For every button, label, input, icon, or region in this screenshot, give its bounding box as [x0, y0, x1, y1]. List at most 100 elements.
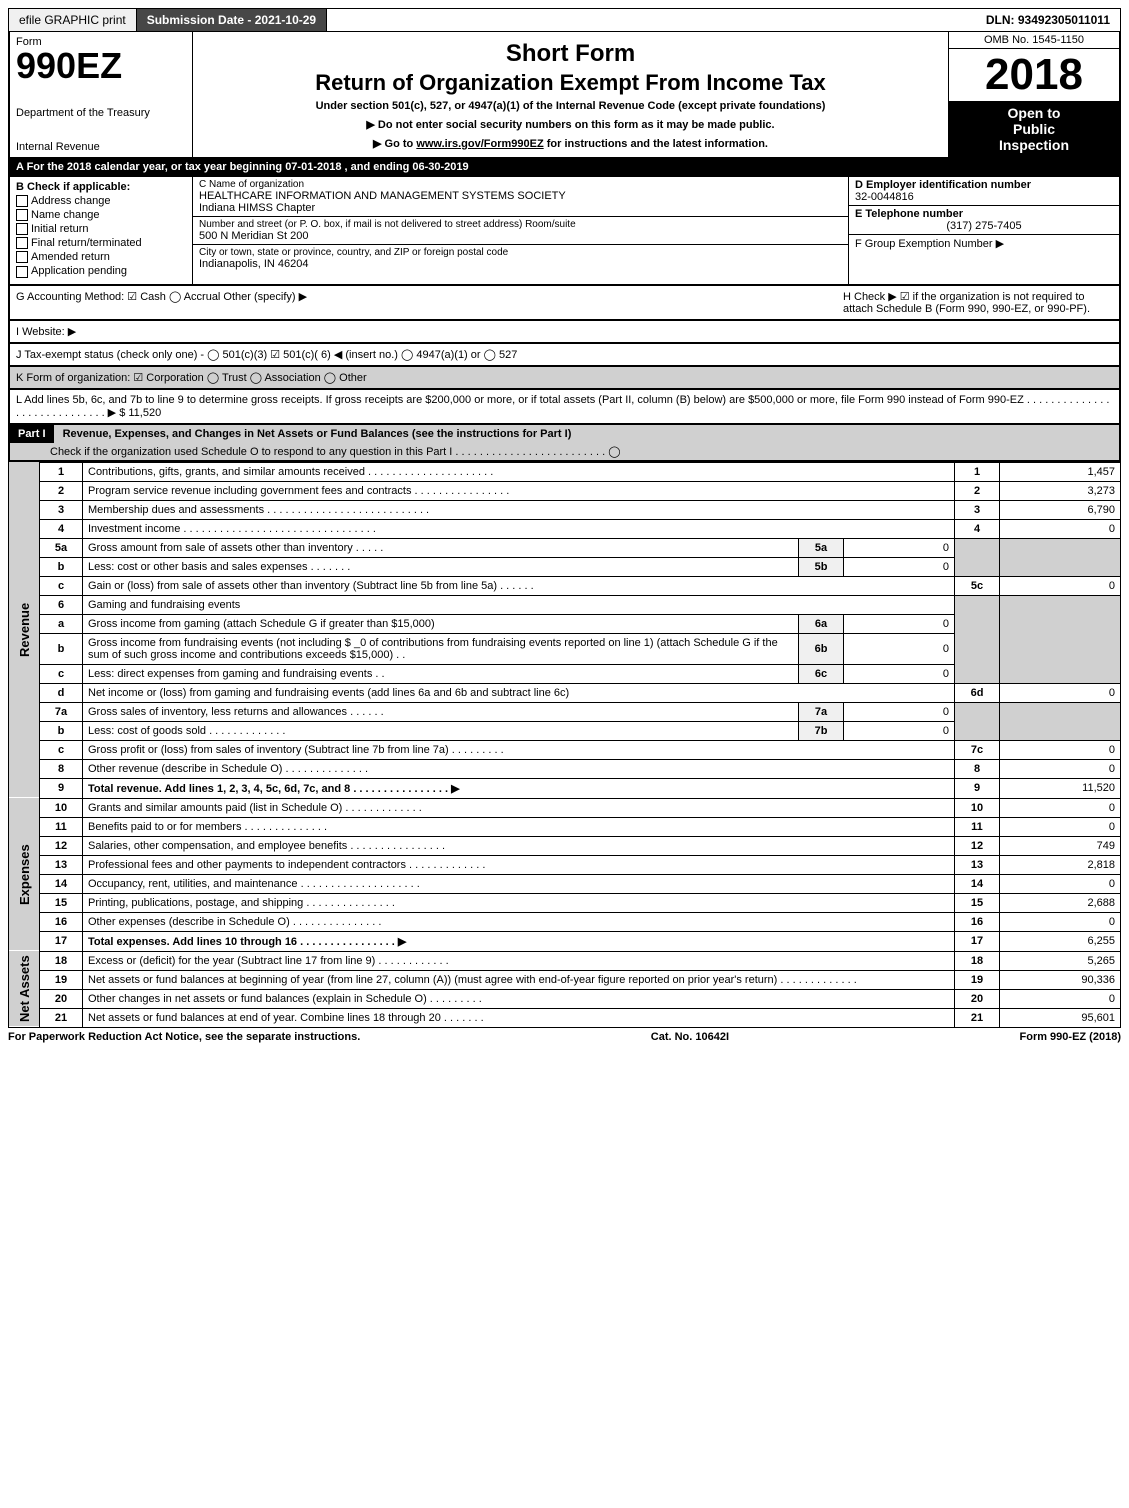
- form-title-2: Return of Organization Exempt From Incom…: [201, 70, 940, 96]
- footer-cat-no: Cat. No. 10642I: [651, 1031, 729, 1043]
- line-9-amount: 11,520: [1000, 778, 1121, 798]
- line-14-box: 14: [955, 874, 1000, 893]
- line-7b-num: b: [40, 721, 83, 740]
- form-number: 990EZ: [16, 48, 186, 84]
- line-12-amount: 749: [1000, 836, 1121, 855]
- part-1-header: Part I Revenue, Expenses, and Changes in…: [8, 425, 1121, 462]
- line-17-box: 17: [955, 931, 1000, 951]
- line-21-box: 21: [955, 1008, 1000, 1027]
- check-amended-return-label: Amended return: [31, 251, 110, 263]
- line-15-box: 15: [955, 893, 1000, 912]
- check-final-return[interactable]: Final return/terminated: [16, 237, 186, 249]
- info-block: B Check if applicable: Address change Na…: [8, 177, 1121, 286]
- line-16-desc: Other expenses (describe in Schedule O) …: [83, 912, 955, 931]
- line-6c-num: c: [40, 664, 83, 683]
- line-19-desc: Net assets or fund balances at beginning…: [83, 970, 955, 989]
- line-11-desc: Benefits paid to or for members . . . . …: [83, 817, 955, 836]
- line-7ab-shade-amt: [1000, 702, 1121, 740]
- irs-link[interactable]: www.irs.gov/Form990EZ: [416, 138, 543, 150]
- line-7a-sub: 7a: [799, 702, 844, 721]
- line-7c-desc: Gross profit or (loss) from sales of inv…: [83, 740, 955, 759]
- line-1-box: 1: [955, 462, 1000, 481]
- line-9-box: 9: [955, 778, 1000, 798]
- line-8-num: 8: [40, 759, 83, 778]
- line-6a-subval: 0: [844, 614, 955, 633]
- instruction-line-2: ▶ Go to www.irs.gov/Form990EZ for instru…: [201, 137, 940, 150]
- line-7a-subval: 0: [844, 702, 955, 721]
- part-1-title: Revenue, Expenses, and Changes in Net As…: [57, 425, 578, 443]
- line-10-num: 10: [40, 798, 83, 817]
- line-5c-amount: 0: [1000, 576, 1121, 595]
- line-5b-desc: Less: cost or other basis and sales expe…: [83, 557, 799, 576]
- lines-table: Revenue 1 Contributions, gifts, grants, …: [8, 462, 1121, 1028]
- line-19-amount: 90,336: [1000, 970, 1121, 989]
- line-7b-desc: Less: cost of goods sold . . . . . . . .…: [83, 721, 799, 740]
- submission-date-button[interactable]: Submission Date - 2021-10-29: [137, 9, 327, 31]
- line-3-num: 3: [40, 500, 83, 519]
- line-20-box: 20: [955, 989, 1000, 1008]
- line-5c-box: 5c: [955, 576, 1000, 595]
- line-7a-desc: Gross sales of inventory, less returns a…: [83, 702, 799, 721]
- line-18-box: 18: [955, 951, 1000, 970]
- phone-value: (317) 275-7405: [855, 220, 1113, 232]
- line-7c-num: c: [40, 740, 83, 759]
- org-name-label: C Name of organization: [199, 179, 842, 190]
- city-label: City or town, state or province, country…: [199, 247, 842, 258]
- line-6a-sub: 6a: [799, 614, 844, 633]
- line-9-desc: Total revenue. Add lines 1, 2, 3, 4, 5c,…: [83, 778, 955, 798]
- check-initial-return[interactable]: Initial return: [16, 223, 186, 235]
- line-5b-subval: 0: [844, 557, 955, 576]
- line-15-num: 15: [40, 893, 83, 912]
- line-17-amount: 6,255: [1000, 931, 1121, 951]
- line-6b-num: b: [40, 633, 83, 664]
- line-9-num: 9: [40, 778, 83, 798]
- line-6d-desc: Net income or (loss) from gaming and fun…: [83, 683, 955, 702]
- header-left: Form 990EZ Department of the Treasury In…: [10, 32, 193, 157]
- line-6a-num: a: [40, 614, 83, 633]
- line-5b-sub: 5b: [799, 557, 844, 576]
- line-14-desc: Occupancy, rent, utilities, and maintena…: [83, 874, 955, 893]
- ein-label: D Employer identification number: [855, 179, 1113, 191]
- line-17-num: 17: [40, 931, 83, 951]
- line-16-num: 16: [40, 912, 83, 931]
- check-initial-return-label: Initial return: [31, 223, 88, 235]
- footer-left: For Paperwork Reduction Act Notice, see …: [8, 1031, 360, 1043]
- line-20-num: 20: [40, 989, 83, 1008]
- line-14-amount: 0: [1000, 874, 1121, 893]
- org-name-2: Indiana HIMSS Chapter: [199, 202, 842, 214]
- line-5ab-shade-amt: [1000, 538, 1121, 576]
- line-1-amount: 1,457: [1000, 462, 1121, 481]
- line-8-amount: 0: [1000, 759, 1121, 778]
- line-2-amount: 3,273: [1000, 481, 1121, 500]
- line-3-desc: Membership dues and assessments . . . . …: [83, 500, 955, 519]
- line-10-desc: Grants and similar amounts paid (list in…: [83, 798, 955, 817]
- efile-print-button[interactable]: efile GRAPHIC print: [9, 9, 137, 31]
- check-name-change[interactable]: Name change: [16, 209, 186, 221]
- line-20-amount: 0: [1000, 989, 1121, 1008]
- line-5b-num: b: [40, 557, 83, 576]
- line-20-desc: Other changes in net assets or fund bala…: [83, 989, 955, 1008]
- line-6-desc: Gaming and fundraising events: [83, 595, 955, 614]
- row-l: L Add lines 5b, 6c, and 7b to line 9 to …: [8, 390, 1121, 425]
- line-1-num: 1: [40, 462, 83, 481]
- line-5a-desc: Gross amount from sale of assets other t…: [83, 538, 799, 557]
- line-21-desc: Net assets or fund balances at end of ye…: [83, 1008, 955, 1027]
- line-11-amount: 0: [1000, 817, 1121, 836]
- line-2-box: 2: [955, 481, 1000, 500]
- line-4-box: 4: [955, 519, 1000, 538]
- line-6b-sub: 6b: [799, 633, 844, 664]
- column-b: B Check if applicable: Address change Na…: [10, 177, 193, 284]
- check-address-change[interactable]: Address change: [16, 195, 186, 207]
- line-2-num: 2: [40, 481, 83, 500]
- group-exemption-label: F Group Exemption Number ▶: [855, 237, 1113, 250]
- department-label-1: Department of the Treasury: [16, 107, 186, 119]
- check-amended-return[interactable]: Amended return: [16, 251, 186, 263]
- dln-label: DLN: 93492305011011: [976, 9, 1120, 31]
- check-name-change-label: Name change: [31, 209, 100, 221]
- arrow2-post: for instructions and the latest informat…: [544, 138, 768, 150]
- line-6b-desc: Gross income from fundraising events (no…: [83, 633, 799, 664]
- check-application-pending[interactable]: Application pending: [16, 265, 186, 277]
- section-net-assets: Net Assets: [9, 951, 40, 1027]
- footer-form-ref: Form 990-EZ (2018): [1020, 1031, 1121, 1043]
- line-6c-subval: 0: [844, 664, 955, 683]
